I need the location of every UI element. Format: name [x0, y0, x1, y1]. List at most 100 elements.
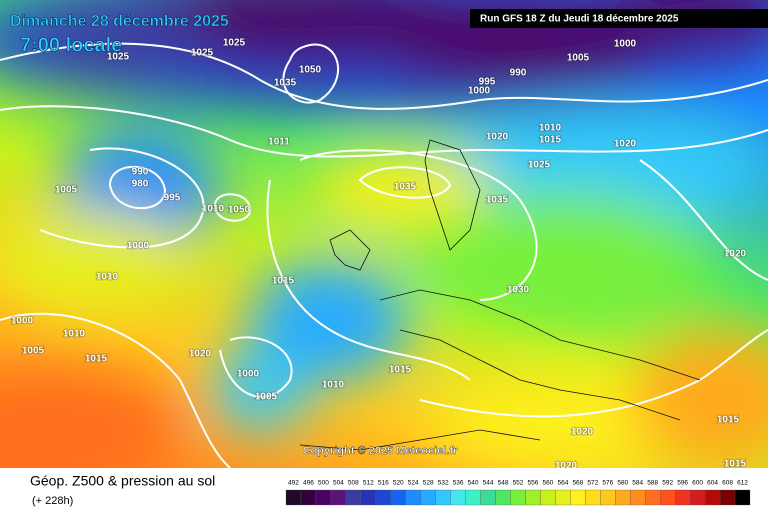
- isobar-label: 1020: [189, 349, 212, 360]
- colorbar-swatch: [450, 489, 466, 506]
- isobar-label: 1005: [567, 53, 590, 64]
- colorbar-label: 492: [288, 480, 299, 487]
- colorbar-swatch: [734, 489, 751, 506]
- colorbar-label: 516: [378, 480, 389, 487]
- colorbar-label: 612: [737, 480, 748, 487]
- colorbar-swatch: [390, 489, 406, 506]
- isobar-label: 1050: [228, 205, 251, 216]
- colorbar-swatch: [600, 489, 616, 506]
- colorbar-swatch: [495, 489, 511, 506]
- colorbar-label: 608: [722, 480, 733, 487]
- isobar-label: 1000: [11, 316, 34, 327]
- colorbar-label: 512: [363, 480, 374, 487]
- colorbar-swatch: [420, 489, 436, 506]
- isobar-labels: 1025 1025 1025 1050 1035 995 990 1000 1005 1000 10…: [10, 37, 747, 473]
- colorbar-label: 508: [348, 480, 359, 487]
- colorbar-label: 596: [677, 480, 688, 487]
- isobar-label: 1025: [528, 160, 551, 171]
- colorbar-label: 600: [692, 480, 703, 487]
- colorbar-label: 588: [647, 480, 658, 487]
- isobar-label: 990: [510, 68, 527, 79]
- colorbar-swatch: [510, 489, 526, 506]
- colorbar-label: 568: [572, 480, 583, 487]
- isobar-label: 995: [164, 193, 181, 204]
- isobar-label: 1025: [191, 48, 214, 59]
- isobar-label: 980: [132, 179, 149, 190]
- colorbar-label: 592: [662, 480, 673, 487]
- run-banner: [470, 9, 768, 28]
- isobar-label: 1020: [571, 427, 594, 438]
- isobar-label: 1015: [272, 276, 295, 287]
- colorbar-swatch: [285, 489, 302, 506]
- colorbar-swatch: [719, 489, 736, 506]
- colorbar-swatch: [435, 489, 451, 506]
- colorbar-swatch: [525, 489, 541, 506]
- isobar-label: 1050: [299, 65, 322, 76]
- colorbar-swatch: [540, 489, 556, 506]
- isobar-label: 1000: [468, 86, 491, 97]
- colorbar-label: 544: [483, 480, 494, 487]
- isobar-label: 1035: [486, 195, 509, 206]
- colorbar-swatch: [689, 489, 706, 506]
- isobar-label: 1015: [717, 415, 740, 426]
- colorbar-label: 560: [543, 480, 554, 487]
- colorbar-swatch: [345, 489, 361, 506]
- copyright: Copyright © 2025 Meteociel.fr: [303, 445, 459, 457]
- colorbar-label: 528: [423, 480, 434, 487]
- colorbar-swatch: [645, 489, 661, 506]
- colorbar-swatch: [585, 489, 601, 506]
- colorbar-label: 572: [587, 480, 598, 487]
- map-field: [0, 0, 768, 468]
- colorbar-label: 504: [333, 480, 344, 487]
- colorbar-label: 536: [453, 480, 464, 487]
- colorbar-swatch: [465, 489, 481, 506]
- isobar-label: 1005: [55, 185, 78, 196]
- colorbar-label: 524: [408, 480, 419, 487]
- colorbar-swatch: [615, 489, 631, 506]
- isobar-label: 1000: [237, 369, 260, 380]
- colorbar-label: 604: [707, 480, 718, 487]
- colorbar-swatch: [330, 489, 347, 506]
- isobar-label: 1010: [322, 380, 345, 391]
- colorbar-label: 564: [557, 480, 568, 487]
- colorbar-label: 532: [438, 480, 449, 487]
- colorbar-swatch: [480, 489, 496, 506]
- colorbar-label: 576: [602, 480, 613, 487]
- colorbar-swatch: [704, 489, 721, 506]
- isobar-label: 1015: [724, 459, 747, 470]
- isobar-label: 1010: [96, 272, 119, 283]
- isobar-label: 1020: [724, 249, 747, 260]
- colorbar-swatch: [360, 489, 376, 506]
- isobar-label: 1000: [127, 241, 150, 252]
- colorbar-swatch: [405, 489, 421, 506]
- isobar-label: 1010: [63, 329, 86, 340]
- colorbar-swatch: [630, 489, 646, 506]
- colorbar-label: 584: [632, 480, 643, 487]
- isobar-label: 995: [479, 77, 496, 88]
- isobar-label: 1025: [107, 52, 130, 63]
- colorbar-swatch: [660, 489, 676, 506]
- colorbar-swatch: [675, 489, 691, 506]
- isobar-label: 1010: [202, 204, 225, 215]
- colorbar-swatch: [570, 489, 586, 506]
- isobar-label: 1005: [22, 346, 45, 357]
- colorbar-label: 580: [617, 480, 628, 487]
- colorbar: 492 496 500 504 508 512 516 520 524 528 532 536 540 5…: [285, 480, 751, 506]
- colorbar-label: 500: [318, 480, 329, 487]
- colorbar-label: 520: [393, 480, 404, 487]
- isobar-label: 1020: [486, 132, 509, 143]
- isobar-label: 1035: [394, 182, 417, 193]
- isobar-label: 1010: [539, 123, 562, 134]
- legend-title: Géop. Z500 & pression au sol: [30, 473, 215, 489]
- colorbar-label: 540: [468, 480, 479, 487]
- isobar-label: 1020: [614, 139, 637, 150]
- colorbar-label: 552: [513, 480, 524, 487]
- isobar-label: 1015: [539, 135, 562, 146]
- isobar-label: 1011: [268, 137, 290, 148]
- colorbar-swatch: [375, 489, 391, 506]
- isobar-label: 1015: [389, 365, 412, 376]
- colorbar-label: 548: [498, 480, 509, 487]
- isobar-label: 1000: [614, 39, 637, 50]
- isobar-label: 1015: [85, 354, 108, 365]
